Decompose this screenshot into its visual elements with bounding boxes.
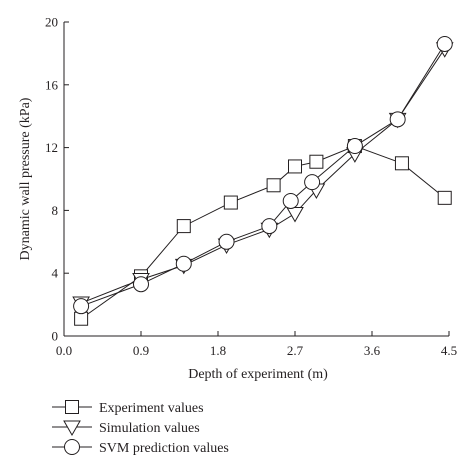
series-line [80,145,446,320]
legend-item: Experiment values [52,400,204,416]
data-point-circle [304,174,321,191]
data-point-circle [133,276,149,293]
x-tick-label: 3.6 [364,343,381,358]
data-point-square [266,178,281,193]
series-circle [73,35,453,315]
legend-marker-square [65,400,79,414]
x-axis-title: Depth of experiment (m) [188,367,328,382]
series-square [74,139,452,326]
y-tick-label: 16 [45,77,59,92]
legend-marker-circle [64,439,80,455]
y-tick-label: 4 [52,266,59,281]
legend-label: Experiment values [99,401,204,416]
y-tick-label: 20 [45,15,58,30]
legend: Experiment values Simulation values SVM pr… [52,400,229,456]
series-line [80,43,446,307]
series-layer [72,35,454,326]
x-tick-label: 0.9 [133,343,149,358]
data-point-square [176,219,191,234]
legend-item: Simulation values [52,420,200,437]
x-tick-label: 0.0 [56,343,72,358]
y-tick-label: 12 [45,140,58,155]
y-tick-label: 8 [52,203,59,218]
x-axis-ticks: 0.0 0.9 1.8 2.7 3.6 4.5 [56,331,457,358]
data-point-square [309,154,324,169]
data-point-square [288,159,302,174]
data-point-square [394,156,409,171]
series-triangle-down [72,42,454,313]
data-point-circle [346,138,363,155]
legend-marker-triangle-down [63,420,81,437]
x-tick-label: 2.7 [287,343,304,358]
data-point-square [223,195,238,210]
legend-label: SVM prediction values [99,441,229,456]
y-axis-title: Dynamic wall pressure (kPa) [18,97,33,260]
data-point-circle [282,192,299,209]
data-point-circle [175,255,192,272]
data-point-circle [73,298,90,315]
data-point-square [74,311,89,326]
data-point-circle [436,35,453,52]
data-point-circle [261,218,278,235]
y-axis-ticks: 0 4 8 12 16 20 [45,15,69,344]
data-point-square [437,190,452,205]
series-line [80,48,446,304]
data-point-triangle-down [286,207,304,223]
legend-label: Simulation values [99,421,200,436]
plot-frame [63,22,449,337]
data-point-circle [218,233,235,250]
data-point-circle [389,111,406,128]
x-tick-label: 1.8 [210,343,226,358]
x-tick-label: 4.5 [441,343,457,358]
y-tick-label: 0 [52,329,59,344]
legend-item: SVM prediction values [52,439,229,456]
